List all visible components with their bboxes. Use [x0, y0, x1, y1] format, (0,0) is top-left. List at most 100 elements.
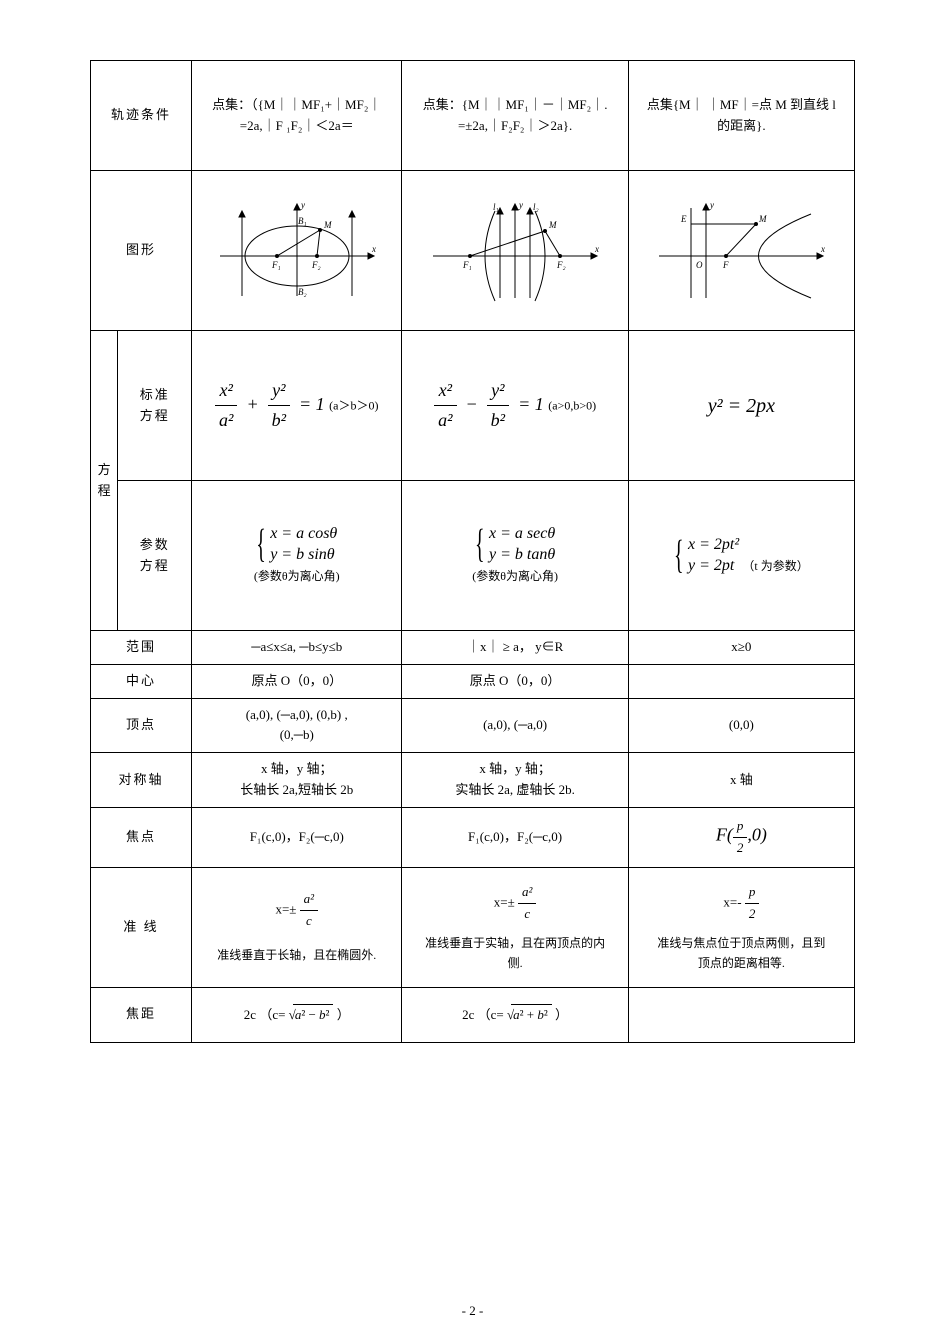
svg-text:M: M: [758, 214, 767, 224]
ellipse-diagram: x y B₁ B₂ F₁ F₂ M: [212, 196, 382, 306]
row-directrix: 准 线 x=± a²c 准线垂直于长轴，且在椭圆外. x=± a²c 准线垂直于…: [91, 867, 855, 987]
conic-properties-table: 轨迹条件 点集：（{M｜｜MF₁+｜MF₂｜ =2a,｜F ₁F₂｜＜2a＝ 点…: [90, 60, 855, 1043]
directrix-parabola-pre: x=-: [723, 894, 741, 909]
svg-text:y: y: [518, 200, 523, 210]
svg-text:y: y: [709, 200, 714, 210]
svg-text:O: O: [696, 260, 703, 270]
label-figure: 图形: [91, 171, 192, 331]
focal-dist-hyperbola: 2c （c= √a² + b² ）: [402, 987, 628, 1042]
label-trajectory: 轨迹条件: [91, 61, 192, 171]
center-ellipse: 原点 O（0，0）: [192, 664, 402, 698]
focal-hyperbola-suf: ）: [555, 1007, 568, 1022]
label-focal-dist: 焦距: [91, 987, 192, 1042]
parabola-diagram: x y O F M E: [651, 196, 831, 306]
directrix-ellipse-note: 准线垂直于长轴，且在椭圆外.: [196, 946, 397, 965]
svg-text:E: E: [680, 214, 687, 224]
focal-ellipse-pre: 2c （c=: [244, 1007, 286, 1022]
param-eq-parabola: x = 2pt² y = 2pt （t 为参数）: [628, 481, 854, 631]
param-hyperbola-y: y = b tanθ: [489, 546, 555, 563]
param-parabola-x: x = 2pt²: [688, 536, 739, 553]
std-eq-ellipse: x²a² + y²b² = 1 (a＞b＞0): [192, 331, 402, 481]
label-axis: 对称轴: [91, 753, 192, 808]
label-std-eq: 标准 方程: [118, 331, 192, 481]
hyperbola-diagram: x y F₁ F₂ M l₁ l₂: [425, 196, 605, 306]
svg-text:F₁: F₁: [462, 260, 472, 270]
std-eq-hyperbola-cond: (a>0,b>0): [548, 399, 596, 413]
directrix-hyperbola-note: 准线垂直于实轴，且在两顶点的内 侧.: [406, 934, 623, 972]
vertex-ellipse: (a,0), (─a,0), (0,b) , (0,─b): [192, 698, 402, 753]
directrix-hyperbola-pre: x=±: [494, 894, 515, 909]
focal-dist-parabola: [628, 987, 854, 1042]
svg-text:F₁: F₁: [271, 260, 281, 270]
focal-ellipse-suf: ）: [337, 1007, 350, 1022]
axis-parabola: x 轴: [628, 753, 854, 808]
focus-hyperbola: F₁(c,0)，F₂(─c,0): [402, 807, 628, 867]
svg-text:x: x: [820, 244, 825, 254]
focus-parabola: F(p2,0): [628, 807, 854, 867]
svg-text:l₂: l₂: [533, 202, 539, 212]
directrix-hyperbola: x=± a²c 准线垂直于实轴，且在两顶点的内 侧.: [402, 867, 628, 987]
label-directrix: 准 线: [91, 867, 192, 987]
svg-text:B₂: B₂: [298, 287, 307, 297]
row-trajectory: 轨迹条件 点集：（{M｜｜MF₁+｜MF₂｜ =2a,｜F ₁F₂｜＜2a＝ 点…: [91, 61, 855, 171]
label-range: 范围: [91, 631, 192, 665]
param-hyperbola-x: x = a secθ: [489, 525, 555, 542]
row-focal-dist: 焦距 2c （c= √a² − b² ） 2c （c= √a² + b² ）: [91, 987, 855, 1042]
param-ellipse-x: x = a cosθ: [270, 525, 337, 542]
focal-hyperbola-pre: 2c （c=: [462, 1007, 504, 1022]
label-equation-group: 方 程: [91, 331, 118, 631]
row-std-eq: 方 程 标准 方程 x²a² + y²b² = 1 (a＞b＞0) x²a² −…: [91, 331, 855, 481]
vertex-hyperbola: (a,0), (─a,0): [402, 698, 628, 753]
focus-ellipse: F₁(c,0)，F₂(─c,0): [192, 807, 402, 867]
trajectory-parabola: 点集{M｜ ｜MF｜=点 M 到直线 l 的距离}.: [628, 61, 854, 171]
param-ellipse-y: y = b sinθ: [270, 546, 334, 563]
param-eq-ellipse: x = a cosθ y = b sinθ (参数θ为离心角): [192, 481, 402, 631]
row-center: 中心 原点 O（0，0） 原点 O（0，0）: [91, 664, 855, 698]
row-range: 范围 ─a≤x≤a, ─b≤y≤b ｜x｜ ≥ a， y∈R x≥0: [91, 631, 855, 665]
row-axis: 对称轴 x 轴，y 轴； 长轴长 2a,短轴长 2b x 轴，y 轴； 实轴长 …: [91, 753, 855, 808]
axis-ellipse: x 轴，y 轴； 长轴长 2a,短轴长 2b: [192, 753, 402, 808]
page-number: - 2 -: [0, 1303, 945, 1319]
directrix-parabola-note: 准线与焦点位于顶点两侧，且到 顶点的距离相等.: [633, 934, 850, 972]
svg-text:F₂: F₂: [311, 260, 321, 270]
svg-text:M: M: [323, 220, 332, 230]
directrix-ellipse: x=± a²c 准线垂直于长轴，且在椭圆外.: [192, 867, 402, 987]
trajectory-hyperbola: 点集：{M｜｜MF₁｜－｜MF₂｜. =±2a,｜F₂F₂｜＞2a}.: [402, 61, 628, 171]
svg-text:F: F: [722, 260, 729, 270]
figure-ellipse: x y B₁ B₂ F₁ F₂ M: [192, 171, 402, 331]
label-center: 中心: [91, 664, 192, 698]
eq-group-bottom: 程: [95, 481, 113, 502]
range-hyperbola: ｜x｜ ≥ a， y∈R: [402, 631, 628, 665]
row-focus: 焦点 F₁(c,0)，F₂(─c,0) F₁(c,0)，F₂(─c,0) F(p…: [91, 807, 855, 867]
directrix-parabola: x=- p2 准线与焦点位于顶点两侧，且到 顶点的距离相等.: [628, 867, 854, 987]
row-vertex: 顶点 (a,0), (─a,0), (0,b) , (0,─b) (a,0), …: [91, 698, 855, 753]
range-ellipse: ─a≤x≤a, ─b≤y≤b: [192, 631, 402, 665]
row-figure: 图形 x y B₁ B: [91, 171, 855, 331]
svg-text:M: M: [548, 220, 557, 230]
svg-text:l₁: l₁: [493, 202, 499, 212]
center-hyperbola: 原点 O（0，0）: [402, 664, 628, 698]
param-parabola-note: （t 为参数）: [742, 559, 808, 573]
eq-group-top: 方: [95, 460, 113, 481]
std-eq-ellipse-cond: (a＞b＞0): [329, 399, 378, 413]
figure-hyperbola: x y F₁ F₂ M l₁ l₂: [402, 171, 628, 331]
param-hyperbola-note: (参数θ为离心角): [472, 569, 558, 583]
svg-text:F₂: F₂: [556, 260, 566, 270]
std-eq-hyperbola: x²a² − y²b² = 1 (a>0,b>0): [402, 331, 628, 481]
range-parabola: x≥0: [628, 631, 854, 665]
row-param-eq: 参数 方程 x = a cosθ y = b sinθ (参数θ为离心角) x …: [91, 481, 855, 631]
label-focus: 焦点: [91, 807, 192, 867]
svg-text:y: y: [300, 200, 305, 210]
svg-text:B₁: B₁: [298, 216, 307, 226]
trajectory-ellipse: 点集：（{M｜｜MF₁+｜MF₂｜ =2a,｜F ₁F₂｜＜2a＝: [192, 61, 402, 171]
figure-parabola: x y O F M E: [628, 171, 854, 331]
label-param-eq: 参数 方程: [118, 481, 192, 631]
vertex-parabola: (0,0): [628, 698, 854, 753]
axis-hyperbola: x 轴，y 轴； 实轴长 2a, 虚轴长 2b.: [402, 753, 628, 808]
center-parabola: [628, 664, 854, 698]
std-eq-parabola: y² = 2px: [628, 331, 854, 481]
focal-dist-ellipse: 2c （c= √a² − b² ）: [192, 987, 402, 1042]
label-vertex: 顶点: [91, 698, 192, 753]
directrix-ellipse-pre: x=±: [275, 902, 296, 917]
param-ellipse-note: (参数θ为离心角): [254, 569, 340, 583]
